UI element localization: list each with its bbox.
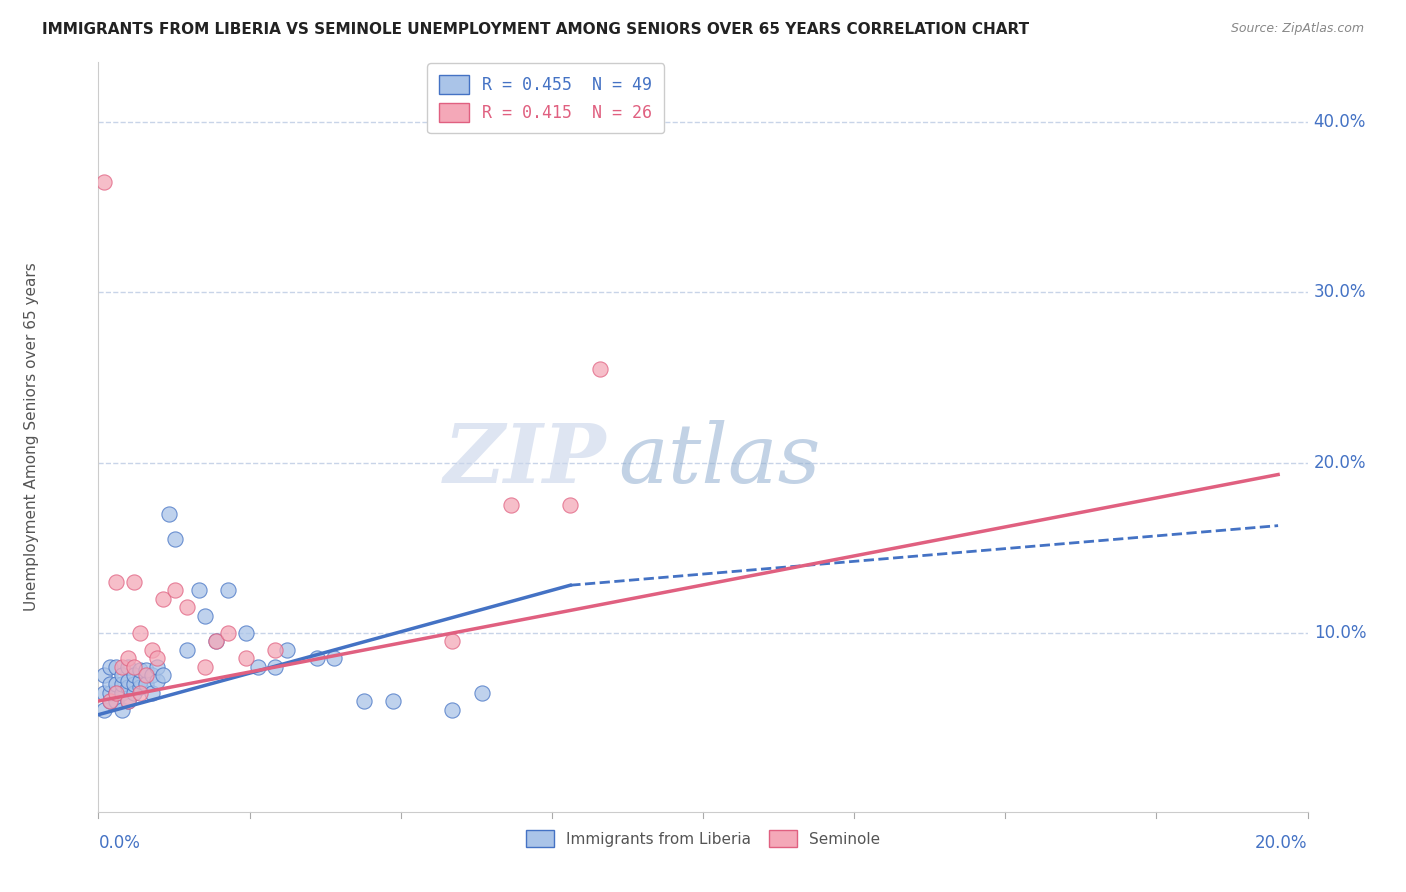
Text: 20.0%: 20.0% (1313, 454, 1367, 472)
Point (176, 600, 198, 615)
Point (105, 685, 128, 699)
Point (93, 702, 115, 716)
Point (111, 660, 134, 674)
Point (323, 651, 346, 665)
Point (205, 634, 228, 648)
Point (264, 660, 287, 674)
Point (98, 694, 121, 708)
Point (141, 668, 163, 682)
Point (235, 626, 257, 640)
Point (146, 651, 169, 665)
Point (93, 685, 115, 699)
Point (146, 660, 169, 674)
Point (128, 681, 150, 695)
Point (141, 685, 163, 699)
Text: 40.0%: 40.0% (1313, 113, 1367, 131)
Point (276, 643, 298, 657)
Point (235, 651, 257, 665)
Point (187, 583, 209, 598)
Point (122, 685, 145, 699)
Point (111, 668, 134, 682)
Point (111, 677, 134, 691)
Text: 0.0%: 0.0% (98, 834, 141, 852)
Point (165, 583, 187, 598)
Point (122, 677, 145, 691)
Point (152, 591, 174, 606)
Point (157, 507, 180, 521)
Point (105, 660, 128, 674)
Point (217, 626, 239, 640)
Point (105, 685, 128, 699)
Point (264, 643, 287, 657)
Point (105, 694, 128, 708)
Point (117, 673, 139, 688)
Point (194, 660, 217, 674)
Point (146, 673, 169, 688)
Point (98, 677, 121, 691)
Text: IMMIGRANTS FROM LIBERIA VS SEMINOLE UNEMPLOYMENT AMONG SENIORS OVER 65 YEARS COR: IMMIGRANTS FROM LIBERIA VS SEMINOLE UNEM… (42, 22, 1029, 37)
Point (117, 681, 139, 695)
Point (105, 677, 128, 691)
Point (217, 583, 239, 598)
Point (93, 175, 115, 189)
Point (165, 533, 187, 547)
Point (441, 702, 464, 716)
Point (141, 643, 163, 657)
Point (194, 608, 217, 623)
Point (560, 498, 582, 512)
Point (471, 685, 494, 699)
Text: atlas: atlas (619, 419, 821, 500)
Point (382, 694, 405, 708)
Point (135, 677, 157, 691)
Point (122, 574, 145, 589)
Point (305, 651, 328, 665)
Point (135, 664, 157, 678)
Point (122, 660, 145, 674)
Point (128, 685, 150, 699)
Point (117, 694, 139, 708)
Text: Unemployment Among Seniors over 65 years: Unemployment Among Seniors over 65 years (24, 263, 39, 611)
Point (176, 643, 198, 657)
Point (441, 634, 464, 648)
Legend: Immigrants from Liberia, Seminole: Immigrants from Liberia, Seminole (517, 821, 889, 856)
Point (93, 668, 115, 682)
Point (111, 702, 134, 716)
Text: 30.0%: 30.0% (1313, 284, 1367, 301)
Point (353, 694, 375, 708)
Point (205, 634, 228, 648)
Text: Source: ZipAtlas.com: Source: ZipAtlas.com (1230, 22, 1364, 36)
Point (111, 685, 134, 699)
Point (135, 668, 157, 682)
Text: 10.0%: 10.0% (1313, 624, 1367, 642)
Point (98, 685, 121, 699)
Point (246, 660, 269, 674)
Point (128, 664, 150, 678)
Point (122, 668, 145, 682)
Point (117, 660, 139, 674)
Text: ZIP: ZIP (444, 419, 606, 500)
Text: 20.0%: 20.0% (1256, 834, 1308, 852)
Point (152, 668, 174, 682)
Point (589, 362, 612, 376)
Point (105, 574, 128, 589)
Point (117, 694, 139, 708)
Point (128, 626, 150, 640)
Point (98, 694, 121, 708)
Point (98, 660, 121, 674)
Point (117, 651, 139, 665)
Point (501, 498, 523, 512)
Point (128, 673, 150, 688)
